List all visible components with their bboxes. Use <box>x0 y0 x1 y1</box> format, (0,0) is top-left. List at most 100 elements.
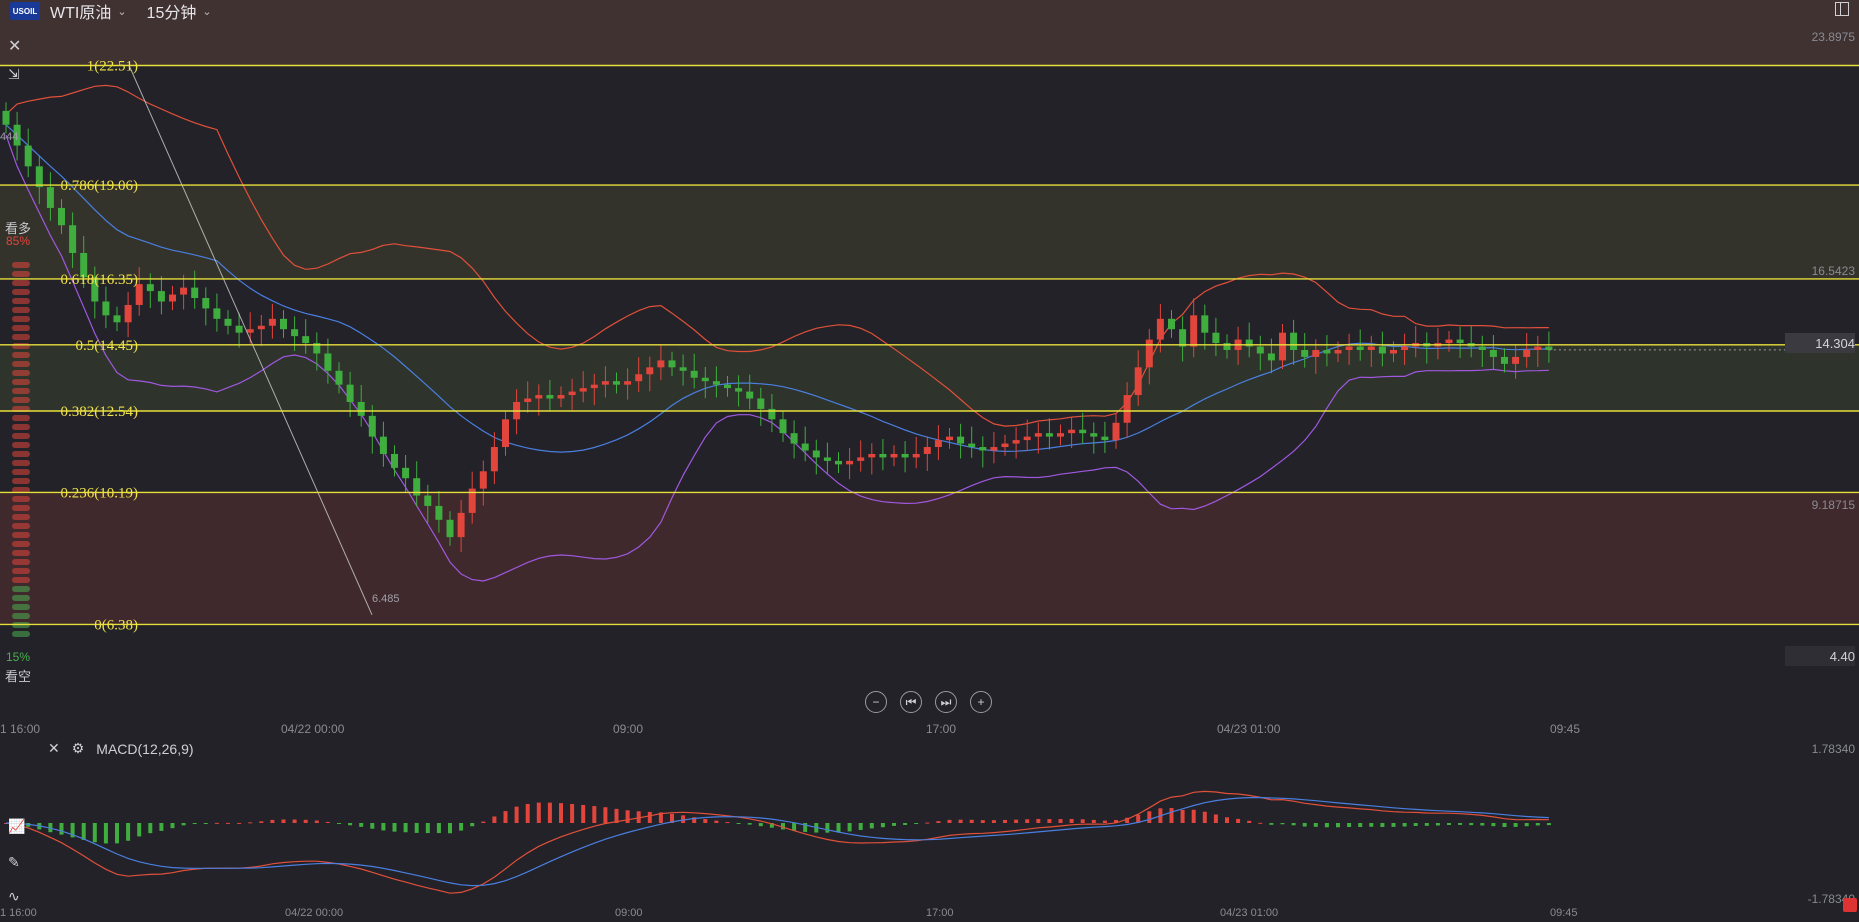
macd-histogram-bar <box>325 821 330 823</box>
candle-body <box>923 447 931 454</box>
candle-body <box>180 287 188 295</box>
bear-label: 看空 <box>4 669 31 684</box>
candle-body <box>13 124 21 146</box>
macd-histogram-bar <box>1302 823 1307 827</box>
candle-body <box>590 384 598 389</box>
macd-histogram-bar <box>947 819 952 823</box>
sentiment-segment <box>12 379 30 385</box>
macd-histogram-bar <box>348 823 353 826</box>
zoom-out-icon[interactable]: − <box>865 691 887 713</box>
macd-histogram-bar <box>414 823 419 833</box>
candle-body <box>801 443 809 451</box>
macd-histogram-bar <box>781 823 785 830</box>
fib-level-label: 0(6.38) <box>94 617 138 633</box>
sentiment-segment <box>12 568 30 574</box>
macd-histogram-bar <box>936 821 941 823</box>
gear-icon[interactable]: ⚙ <box>71 740 85 756</box>
macd-histogram-bar <box>847 823 852 832</box>
candle-body <box>968 443 976 448</box>
draw-pen-icon[interactable]: ✎ <box>8 854 20 870</box>
symbol-selector[interactable]: WTI原油 ⌄ <box>50 0 127 23</box>
candle-body <box>568 391 576 396</box>
sentiment-segment <box>12 262 30 268</box>
candle-body <box>1034 433 1042 437</box>
candle-body <box>424 495 432 506</box>
fib-zone <box>0 279 1859 345</box>
macd-histogram-bar <box>192 823 197 824</box>
macd-histogram-bar <box>381 823 386 831</box>
macd-histogram-bar <box>59 823 64 835</box>
wave-icon[interactable]: ∿ <box>8 888 20 904</box>
bull-percent: 85% <box>5 234 31 248</box>
candle-body <box>1179 329 1187 347</box>
sentiment-segment <box>12 388 30 394</box>
macd-histogram-bar <box>769 823 774 828</box>
macd-histogram-bar <box>1546 823 1551 826</box>
interval-selector[interactable]: 15分钟 ⌄ <box>147 0 212 23</box>
candle-body <box>157 291 165 302</box>
time-axis-label: 04/23 01:00 <box>1217 722 1281 736</box>
candle-body <box>946 436 953 441</box>
candle-body <box>146 284 154 292</box>
candle-body <box>302 336 310 344</box>
low-marker: 6.485 <box>372 593 400 605</box>
sentiment-segment <box>12 559 30 565</box>
macd-histogram-bar <box>270 819 275 823</box>
candle-body <box>735 388 743 392</box>
skip-forward-icon[interactable]: ⏭ <box>935 691 957 713</box>
candle-body <box>246 329 254 333</box>
indicator-icon[interactable]: 📈 <box>8 818 26 834</box>
candle-body <box>502 419 509 448</box>
zoom-in-icon[interactable]: + <box>970 691 992 713</box>
sentiment-segment <box>12 514 30 520</box>
candle-body <box>1367 346 1375 350</box>
sentiment-segment <box>12 370 30 376</box>
candle-body <box>934 440 942 448</box>
candle-body <box>479 471 487 489</box>
macd-histogram-bar <box>503 811 508 823</box>
macd-histogram-bar <box>514 806 519 823</box>
macd-histogram-bar <box>1480 823 1485 826</box>
candle-body <box>1512 356 1520 364</box>
macd-histogram-bar <box>1236 818 1241 823</box>
collapse-arrows-icon[interactable]: ⇲ <box>8 66 20 82</box>
sentiment-segment <box>12 316 30 322</box>
macd-histogram-bar <box>1169 808 1174 823</box>
sentiment-segment <box>12 415 30 421</box>
time-axis-label: 09:00 <box>613 722 644 736</box>
candle-body <box>1456 339 1464 344</box>
candle-body <box>1023 436 1031 441</box>
candle-body <box>1256 346 1264 354</box>
sentiment-segment <box>12 595 30 601</box>
sentiment-segment <box>12 604 30 610</box>
macd-histogram-bar <box>925 822 930 824</box>
macd-histogram-bar <box>403 823 408 833</box>
macd-histogram-bar <box>681 815 686 823</box>
alert-icon[interactable] <box>1843 898 1857 912</box>
candle-body <box>391 453 398 468</box>
candle-body <box>724 384 731 389</box>
bear-percent: 15% <box>5 650 31 664</box>
panel-toggle-icon[interactable] <box>1835 2 1849 16</box>
sentiment-segment <box>12 613 30 619</box>
macd-histogram-bar <box>314 820 319 823</box>
candle-body <box>224 318 232 326</box>
sentiment-segment <box>12 577 30 583</box>
fib-zone <box>0 344 1859 411</box>
price-tag-bg <box>1785 646 1855 666</box>
skip-back-icon[interactable]: ⏮ <box>900 691 922 713</box>
sentiment-segment <box>12 532 30 538</box>
candle-body <box>1345 346 1353 350</box>
close-icon[interactable]: ✕ <box>8 38 22 55</box>
close-icon[interactable]: ✕ <box>48 740 60 756</box>
macd-histogram-bar <box>137 823 142 837</box>
macd-histogram-bar <box>359 823 364 827</box>
candle-body <box>1323 350 1331 354</box>
candle-body <box>1057 433 1064 437</box>
macd-histogram-bar <box>570 803 575 823</box>
candle-body <box>1168 318 1175 330</box>
macd-histogram-bar <box>81 823 86 840</box>
macd-histogram-bar <box>70 823 75 838</box>
candle-body <box>490 447 498 472</box>
